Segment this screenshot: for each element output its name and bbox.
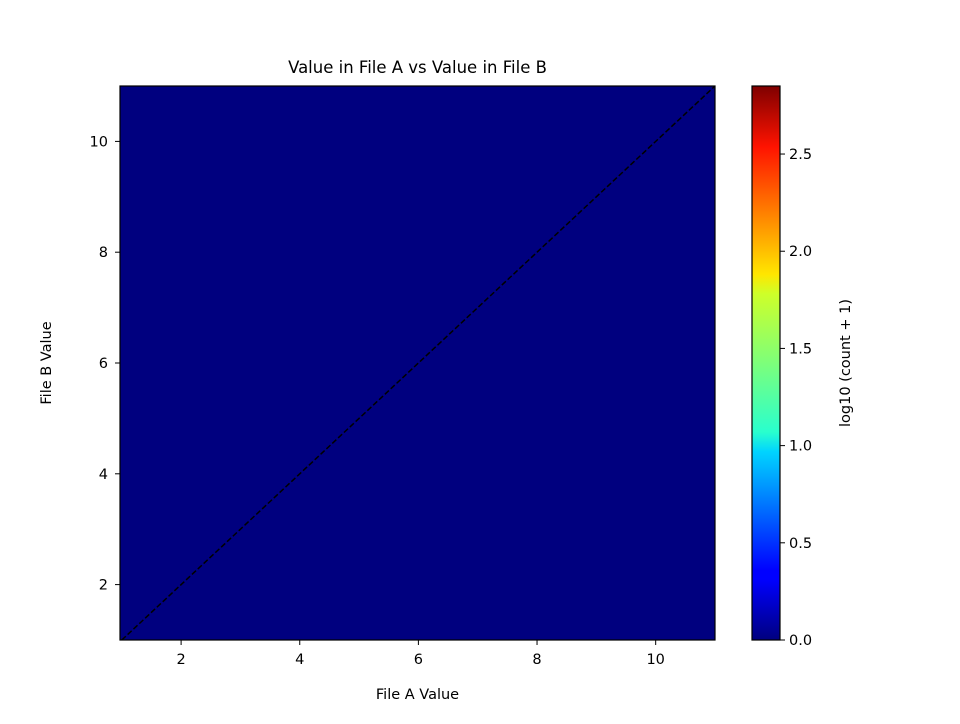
colorbar-tick-label: 0.0	[789, 633, 812, 649]
x-tick-label: 10	[646, 652, 664, 668]
x-axis-ticks: 2 4 6 8 10	[176, 640, 665, 668]
y-tick-label: 10	[90, 134, 108, 150]
colorbar-tick-label: 0.5	[789, 536, 812, 552]
y-tick-label: 8	[99, 245, 108, 261]
x-tick-label: 8	[532, 652, 541, 668]
colorbar-ticks: 0.0 0.5 1.0 1.5 2.0 2.5	[780, 147, 812, 649]
chart-title: Value in File A vs Value in File B	[288, 58, 547, 77]
y-axis-label: File B Value	[39, 321, 55, 404]
colorbar-tick-label: 2.0	[789, 244, 812, 260]
y-tick-label: 4	[99, 467, 108, 483]
x-axis-label: File A Value	[376, 687, 459, 703]
x-tick-label: 6	[414, 652, 423, 668]
x-tick-label: 4	[295, 652, 304, 668]
y-tick-label: 6	[99, 356, 108, 372]
colorbar	[751, 85, 781, 641]
colorbar-tick-label: 1.5	[789, 341, 812, 357]
colorbar-label: log10 (count + 1)	[838, 299, 854, 427]
colorbar-tick-label: 1.0	[789, 439, 812, 455]
y-tick-label: 2	[99, 578, 108, 594]
reference-line-y-equals-x	[121, 85, 716, 641]
colorbar-tick-label: 2.5	[789, 147, 812, 163]
x-tick-label: 2	[176, 652, 185, 668]
y-axis-ticks: 2 4 6 8 10	[90, 134, 120, 594]
